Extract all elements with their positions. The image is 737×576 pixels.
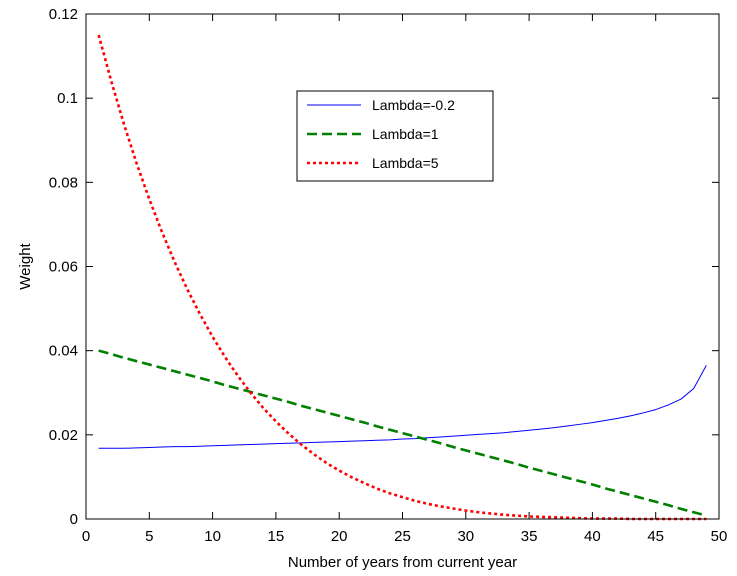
x-tick-label: 20 (331, 528, 348, 545)
plot-area (86, 14, 719, 519)
x-tick-label: 30 (457, 528, 474, 545)
series-layer (97, 34, 707, 521)
y-axis-label: Weight (17, 242, 34, 289)
x-tick-label: 0 (82, 528, 90, 545)
x-tick-label: 10 (204, 528, 221, 545)
y-tick-label: 0.1 (57, 90, 78, 107)
y-tick-label: 0.08 (49, 174, 78, 191)
legend-box (296, 90, 494, 182)
x-tick-label: 15 (268, 528, 285, 545)
legend-label-3: Lambda=5 (372, 155, 439, 171)
x-tick-label: 40 (584, 528, 601, 545)
y-tick-label: 0.02 (49, 427, 78, 444)
series-line-1 (98, 365, 707, 449)
x-tick-label: 35 (521, 528, 538, 545)
y-tick-label: 0.06 (49, 259, 78, 276)
y-tick-label: 0 (70, 511, 78, 528)
y-tick-label: 0.04 (49, 343, 78, 360)
legend: Lambda=-0.2 Lambda=1 Lambda=5 (296, 90, 494, 182)
x-axis-label: Number of years from current year (288, 554, 517, 571)
legend-label-2: Lambda=1 (372, 126, 439, 142)
x-tick-label: 45 (647, 528, 664, 545)
ticks-layer: 0 5 10 15 20 25 30 35 40 45 50 0 0.02 0.04 0.06 0.08 0.1… (49, 6, 728, 545)
y-tick-label: 0.12 (49, 6, 78, 23)
x-tick-label: 50 (711, 528, 728, 545)
plot-background (86, 14, 719, 519)
x-tick-label: 5 (145, 528, 153, 545)
x-tick-label: 25 (394, 528, 411, 545)
series-line-3 (97, 34, 707, 521)
legend-label-1: Lambda=-0.2 (372, 97, 455, 113)
